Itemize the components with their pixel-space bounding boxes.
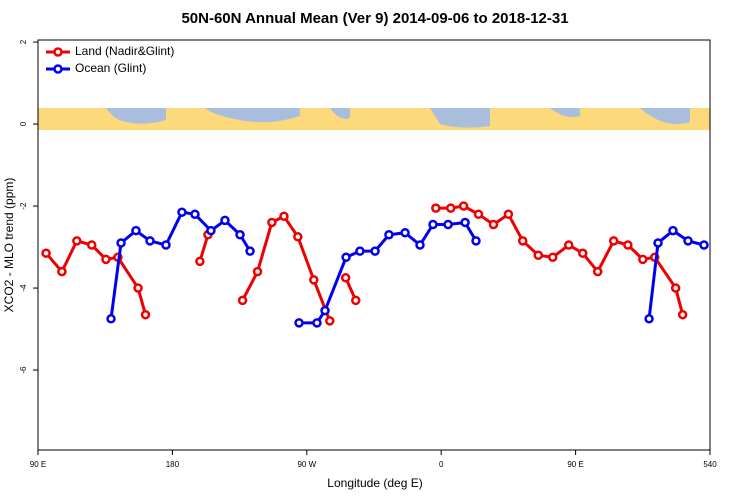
data-point xyxy=(384,230,394,240)
data-point xyxy=(140,309,151,320)
x-tick-label: 90 W xyxy=(297,460,316,469)
data-point xyxy=(101,254,111,265)
data-point xyxy=(252,266,263,277)
data-point xyxy=(473,209,484,219)
data-point xyxy=(206,225,216,236)
data-point xyxy=(325,316,335,326)
data-point xyxy=(245,246,255,256)
data-point xyxy=(355,246,365,256)
data-point xyxy=(279,211,289,222)
data-point xyxy=(488,219,499,230)
data-point xyxy=(145,236,155,246)
y-tick-label: 2 xyxy=(19,39,28,44)
data-point xyxy=(220,215,230,226)
series-line xyxy=(44,204,685,322)
y-tick-label: -4 xyxy=(19,284,28,292)
data-point xyxy=(133,283,143,293)
data-point xyxy=(341,252,351,263)
legend-marker xyxy=(53,47,63,57)
y-axis-label: XCO2 - MLO trend (ppm) xyxy=(2,178,16,313)
data-point xyxy=(460,217,470,228)
data-point xyxy=(294,318,304,328)
plot-frame xyxy=(37,39,711,451)
legend-label: Ocean (Glint) xyxy=(75,61,146,75)
data-point xyxy=(190,209,200,219)
data-point xyxy=(431,203,441,213)
data-point xyxy=(683,236,693,246)
data-point xyxy=(638,254,648,265)
data-point xyxy=(517,236,528,246)
data-point xyxy=(653,238,663,248)
legend-marker xyxy=(53,64,63,74)
data-point xyxy=(548,252,558,263)
data-point xyxy=(340,273,351,283)
data-point xyxy=(237,295,248,306)
data-point xyxy=(428,219,438,230)
x-tick-label: 180 xyxy=(166,460,180,469)
data-point xyxy=(131,225,141,236)
data-point xyxy=(578,248,588,258)
x-tick-label: 540 xyxy=(703,460,717,469)
data-point xyxy=(116,238,126,248)
data-point xyxy=(87,240,97,250)
data-point xyxy=(320,305,330,316)
data-point xyxy=(677,309,688,320)
data-point xyxy=(195,256,205,267)
map-strip xyxy=(38,108,710,130)
data-point xyxy=(458,201,469,211)
x-tick-label: 0 xyxy=(439,460,444,469)
data-point xyxy=(267,217,277,228)
data-point xyxy=(446,203,456,213)
data-point xyxy=(443,219,453,230)
data-point xyxy=(351,295,361,306)
data-point xyxy=(400,227,410,238)
data-point xyxy=(670,283,681,293)
x-axis-label: Longitude (deg E) xyxy=(327,476,422,490)
data-point xyxy=(592,266,603,277)
legend-label: Land (Nadir&Glint) xyxy=(75,44,174,58)
chart-title: 50N-60N Annual Mean (Ver 9) 2014-09-06 t… xyxy=(181,10,568,27)
x-tick-label: 90 E xyxy=(30,460,46,469)
data-point xyxy=(608,236,619,246)
data-point xyxy=(623,240,633,250)
data-point xyxy=(533,250,544,260)
x-tick-label: 90 E xyxy=(567,460,583,469)
data-point xyxy=(471,236,481,246)
data-point xyxy=(699,240,709,250)
data-point xyxy=(415,240,425,250)
data-point xyxy=(312,318,322,328)
y-tick-label: -6 xyxy=(19,366,28,374)
data-point xyxy=(503,209,514,219)
data-point xyxy=(293,232,303,242)
data-point xyxy=(161,240,171,250)
data-point xyxy=(370,246,380,256)
y-tick-label: 0 xyxy=(19,121,28,126)
data-point xyxy=(106,314,116,324)
data-point xyxy=(72,236,82,246)
data-point xyxy=(57,266,67,277)
y-tick-label: -2 xyxy=(19,202,28,210)
data-point xyxy=(235,230,245,240)
data-point xyxy=(309,275,319,285)
data-point xyxy=(41,248,51,258)
data-point xyxy=(668,225,678,236)
data-point xyxy=(563,240,574,250)
data-point xyxy=(644,314,654,324)
data-point xyxy=(177,207,187,217)
